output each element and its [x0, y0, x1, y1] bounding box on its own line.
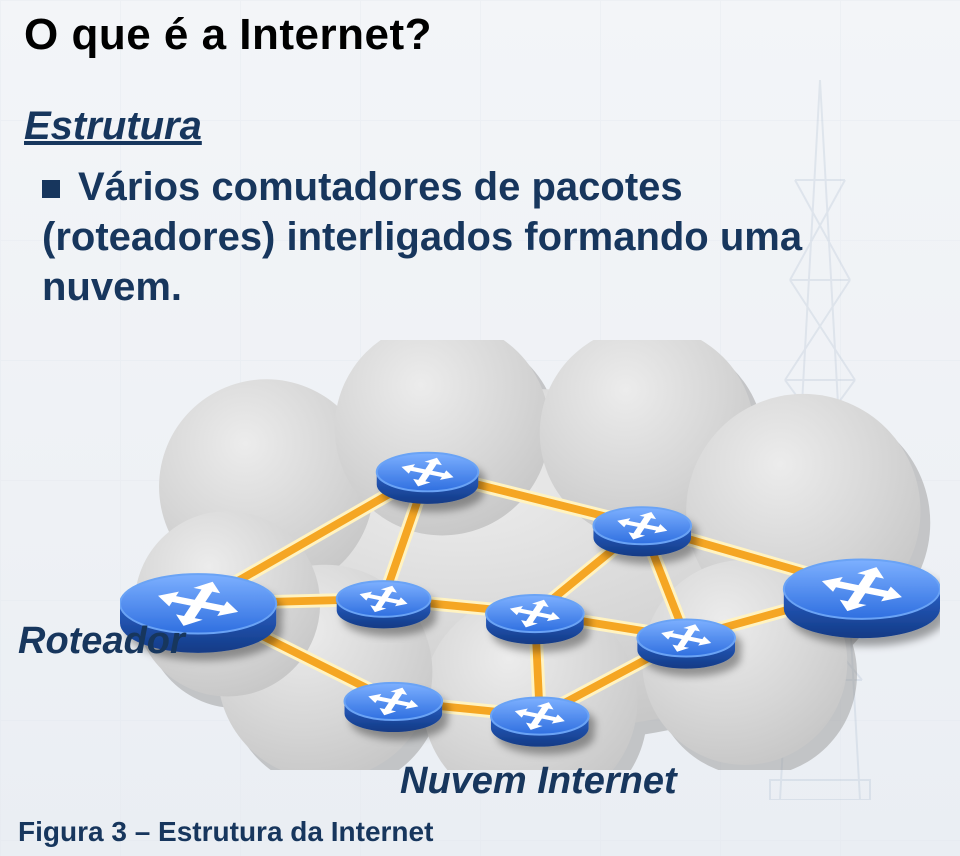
router-icon [593, 507, 691, 556]
bullet-text: Vários comutadores de pacotes (roteadore… [42, 165, 802, 309]
section-subhead: Estrutura [24, 104, 202, 149]
cloud-label: Nuvem Internet [400, 760, 677, 803]
bullet-icon [42, 180, 60, 198]
router-icon [784, 559, 940, 638]
router-icon [337, 581, 431, 628]
router-icon [491, 697, 589, 746]
network-diagram [120, 340, 940, 770]
router-icon [345, 683, 443, 732]
router-label: Roteador [18, 620, 185, 663]
figure-caption: Figura 3 – Estrutura da Internet [18, 816, 433, 848]
slide: O que é a Internet? Estrutura Vários com… [0, 0, 960, 856]
page-title: O que é a Internet? [24, 10, 432, 60]
router-icon [377, 453, 479, 504]
bullet-item: Vários comutadores de pacotes (roteadore… [42, 162, 922, 312]
router-icon [637, 619, 735, 668]
router-icon [486, 595, 584, 644]
